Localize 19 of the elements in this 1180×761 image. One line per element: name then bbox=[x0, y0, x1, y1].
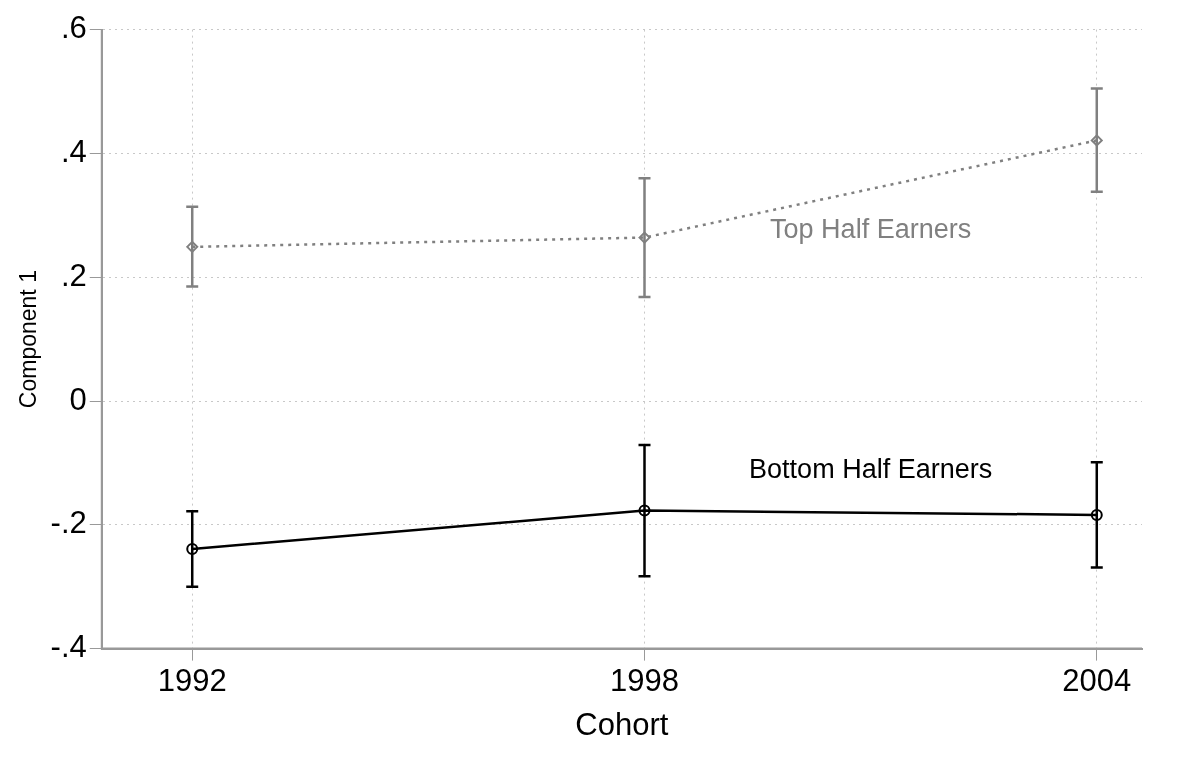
point bbox=[1090, 134, 1103, 147]
y-axis-title: Component 1 bbox=[15, 270, 42, 409]
point bbox=[638, 231, 651, 244]
point bbox=[638, 504, 651, 517]
y-tick-label: .2 bbox=[60, 257, 87, 293]
x-tick-label: 1998 bbox=[610, 662, 679, 698]
y-tick-label: -.4 bbox=[50, 629, 87, 665]
y-tick-label: 0 bbox=[69, 381, 87, 417]
point bbox=[1090, 508, 1103, 521]
point bbox=[186, 542, 199, 555]
x-axis-title: Cohort bbox=[575, 706, 669, 742]
point bbox=[186, 240, 199, 253]
y-tick-label: .4 bbox=[60, 133, 87, 169]
series-label: Bottom Half Earners bbox=[749, 454, 993, 485]
y-tick-label: -.2 bbox=[50, 505, 87, 541]
y-tick-label: .6 bbox=[60, 10, 87, 46]
x-tick-label: 1992 bbox=[157, 662, 227, 698]
x-tick-label: 2004 bbox=[1062, 662, 1132, 698]
series-label: Top Half Earners bbox=[770, 214, 972, 245]
